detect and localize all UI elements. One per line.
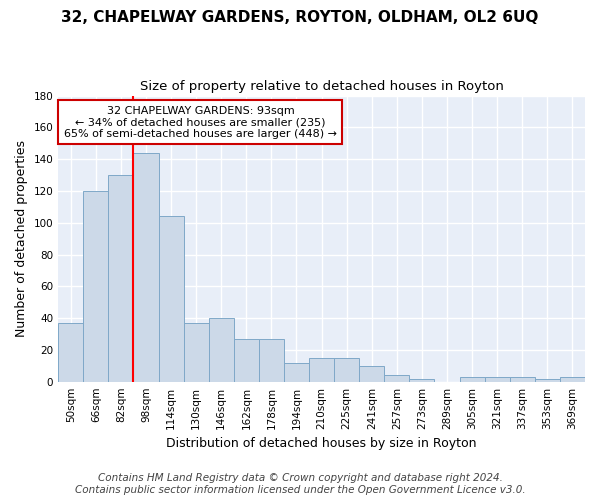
- Bar: [284, 362, 309, 382]
- Bar: [309, 358, 334, 382]
- Bar: [334, 358, 359, 382]
- Text: 32 CHAPELWAY GARDENS: 93sqm
← 34% of detached houses are smaller (235)
65% of se: 32 CHAPELWAY GARDENS: 93sqm ← 34% of det…: [64, 106, 337, 139]
- Bar: [259, 339, 284, 382]
- Bar: [460, 377, 485, 382]
- Bar: [535, 378, 560, 382]
- Bar: [359, 366, 385, 382]
- Bar: [209, 318, 234, 382]
- Bar: [83, 191, 109, 382]
- Bar: [184, 323, 209, 382]
- Bar: [133, 153, 158, 382]
- Text: Contains HM Land Registry data © Crown copyright and database right 2024.
Contai: Contains HM Land Registry data © Crown c…: [74, 474, 526, 495]
- Bar: [58, 323, 83, 382]
- Bar: [560, 377, 585, 382]
- Bar: [234, 339, 259, 382]
- Text: 32, CHAPELWAY GARDENS, ROYTON, OLDHAM, OL2 6UQ: 32, CHAPELWAY GARDENS, ROYTON, OLDHAM, O…: [61, 10, 539, 25]
- Y-axis label: Number of detached properties: Number of detached properties: [15, 140, 28, 337]
- X-axis label: Distribution of detached houses by size in Royton: Distribution of detached houses by size …: [166, 437, 477, 450]
- Bar: [409, 378, 434, 382]
- Bar: [109, 175, 133, 382]
- Bar: [485, 377, 510, 382]
- Bar: [510, 377, 535, 382]
- Bar: [158, 216, 184, 382]
- Bar: [385, 376, 409, 382]
- Title: Size of property relative to detached houses in Royton: Size of property relative to detached ho…: [140, 80, 503, 93]
